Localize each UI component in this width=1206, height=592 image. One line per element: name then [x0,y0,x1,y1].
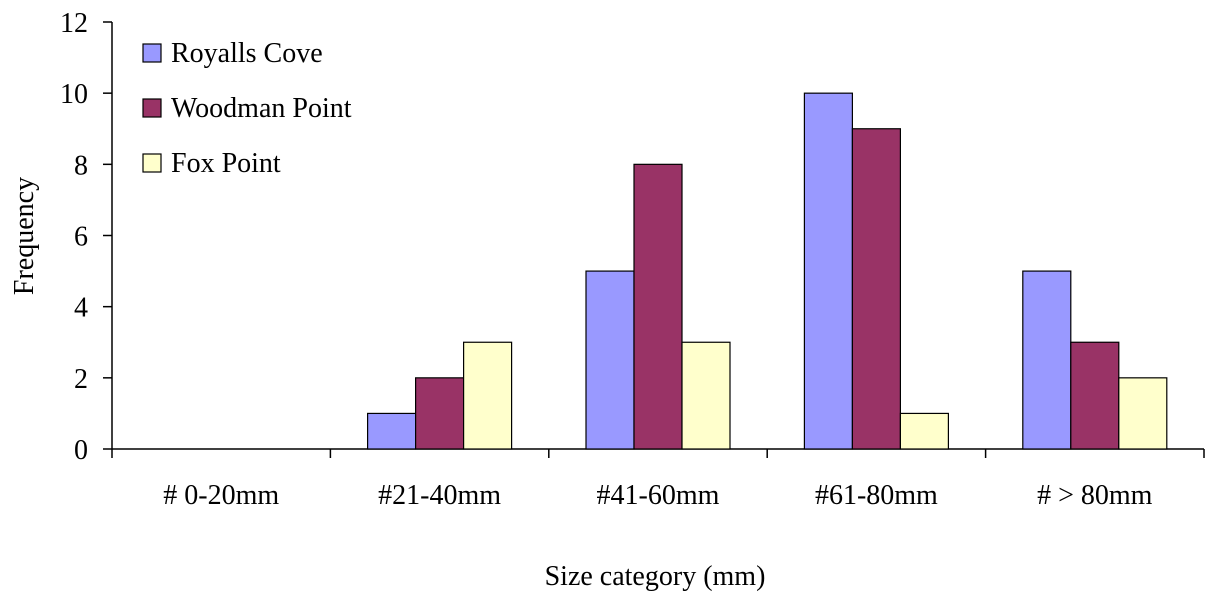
y-tick-label: 0 [74,435,88,466]
bar-fox-point [463,341,513,450]
x-categories: # 0-20mm #21-40mm #41-60mm #61-80mm # > 80mm [111,449,1205,511]
legend-swatch [142,98,162,118]
bar-royalls-cove [367,412,417,450]
y-tick-label: 12 [60,8,88,39]
legend-swatch [142,43,162,63]
x-category-label: # > 80mm [1037,480,1153,511]
x-axis-title: Size category (mm) [545,561,766,592]
x-category-label: #61-80mm [815,480,938,511]
legend: Royalls Cove Woodman Point Fox Point [142,38,352,179]
bar-royalls-cove [803,92,854,450]
y-axis-title: Frequency [9,177,40,295]
legend-swatch [142,153,162,173]
bar-woodman-point [415,377,465,450]
bar-royalls-cove [585,270,635,450]
x-category-label: #41-60mm [597,480,720,511]
bar-woodman-point [633,163,683,450]
y-tick-label: 8 [74,150,88,181]
x-category-label: #21-40mm [378,480,501,511]
legend-label: Royalls Cove [171,38,323,69]
y-tick-label: 4 [74,293,88,324]
y-ticks: 0 2 4 6 8 10 12 [60,8,112,466]
x-category-label: # 0-20mm [163,480,279,511]
bars [367,92,1168,450]
bar-royalls-cove [1022,270,1072,450]
legend-label: Woodman Point [171,93,352,124]
bar-fox-point [899,412,950,450]
bar-fox-point [1118,377,1168,450]
bar-woodman-point [851,128,902,450]
legend-label: Fox Point [171,148,281,179]
y-tick-label: 10 [60,79,88,110]
y-tick-label: 6 [74,222,88,253]
y-tick-label: 2 [74,364,88,395]
bar-fox-point [681,341,731,450]
bar-woodman-point [1070,341,1120,450]
